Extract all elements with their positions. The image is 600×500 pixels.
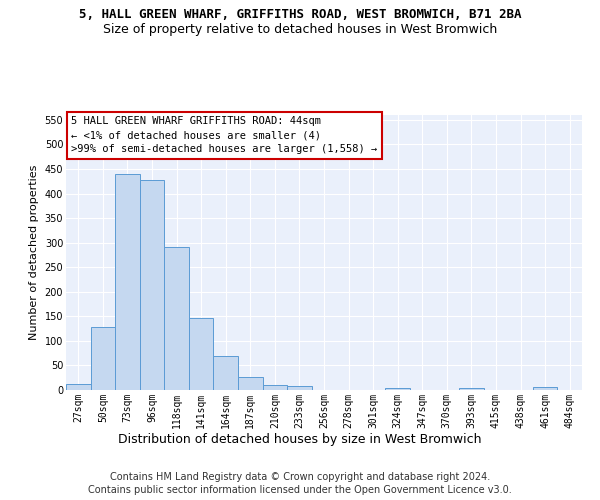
Bar [140,180,164,390]
Text: Distribution of detached houses by size in West Bromwich: Distribution of detached houses by size … [118,432,482,446]
Text: Contains HM Land Registry data © Crown copyright and database right 2024.: Contains HM Land Registry data © Crown c… [110,472,490,482]
Text: 5 HALL GREEN WHARF GRIFFITHS ROAD: 44sqm
← <1% of detached houses are smaller (4: 5 HALL GREEN WHARF GRIFFITHS ROAD: 44sqm… [71,116,377,154]
Bar [91,327,115,390]
Bar [459,388,484,390]
Bar [287,386,312,390]
Text: 5, HALL GREEN WHARF, GRIFFITHS ROAD, WEST BROMWICH, B71 2BA: 5, HALL GREEN WHARF, GRIFFITHS ROAD, WES… [79,8,521,20]
Bar [115,174,140,390]
Bar [533,387,557,390]
Bar [263,384,287,390]
Bar [238,377,263,390]
Bar [214,356,238,390]
Text: Size of property relative to detached houses in West Bromwich: Size of property relative to detached ho… [103,22,497,36]
Bar [164,247,189,390]
Bar [385,388,410,390]
Text: Contains public sector information licensed under the Open Government Licence v3: Contains public sector information licen… [88,485,512,495]
Bar [66,384,91,390]
Y-axis label: Number of detached properties: Number of detached properties [29,165,39,340]
Bar [189,318,214,390]
